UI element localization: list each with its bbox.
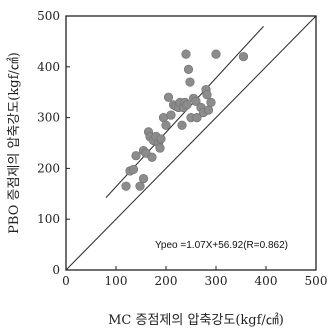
data-point xyxy=(161,120,171,130)
data-point xyxy=(155,143,165,153)
data-point xyxy=(121,181,131,191)
data-point xyxy=(238,52,249,62)
y-tick-label: 500 xyxy=(37,9,60,23)
x-tick-label: 500 xyxy=(305,274,328,288)
x-tick-label: 200 xyxy=(155,274,178,288)
data-point xyxy=(177,120,187,130)
y-axis-label: PBO 증점제의 압축강도(kgf/㎠) xyxy=(7,52,22,234)
data-point xyxy=(166,110,176,120)
x-axis-ticks: 0 100 200 300 400 500 xyxy=(62,266,327,288)
data-point xyxy=(128,164,139,175)
data-point xyxy=(183,64,194,74)
y-tick-label: 200 xyxy=(37,161,60,175)
data-point xyxy=(182,100,192,110)
y-tick-label: 100 xyxy=(37,212,60,226)
regression-annotation: Ypeo =1.07X+56.92(R=0.862) xyxy=(155,240,288,251)
x-axis-label: MC 증점제의 압축강도(kgf/㎠) xyxy=(108,313,284,328)
x-tick-label: 400 xyxy=(255,274,278,288)
data-point xyxy=(211,49,221,59)
data-point xyxy=(191,96,201,106)
y-tick-label: 400 xyxy=(37,60,60,74)
identity-line xyxy=(66,16,316,270)
data-points xyxy=(121,49,249,191)
data-point xyxy=(192,112,202,123)
plot-frame xyxy=(65,15,317,271)
y-tick-label: 0 xyxy=(52,263,60,277)
data-point xyxy=(138,173,149,184)
data-point xyxy=(206,97,216,107)
data-point xyxy=(203,105,214,115)
data-point xyxy=(135,181,145,191)
x-tick-label: 100 xyxy=(105,274,128,288)
x-tick-label: 0 xyxy=(62,274,70,288)
data-point xyxy=(147,152,157,162)
x-tick-label: 300 xyxy=(205,274,228,288)
data-point xyxy=(202,90,212,100)
plot-lines xyxy=(66,16,316,270)
y-tick-label: 300 xyxy=(37,111,60,125)
data-point xyxy=(185,77,195,87)
data-point xyxy=(181,49,191,59)
data-point xyxy=(156,134,166,144)
data-point xyxy=(163,92,174,102)
data-point xyxy=(131,151,141,161)
y-axis-ticks: 0 100 200 300 400 500 xyxy=(37,9,70,277)
